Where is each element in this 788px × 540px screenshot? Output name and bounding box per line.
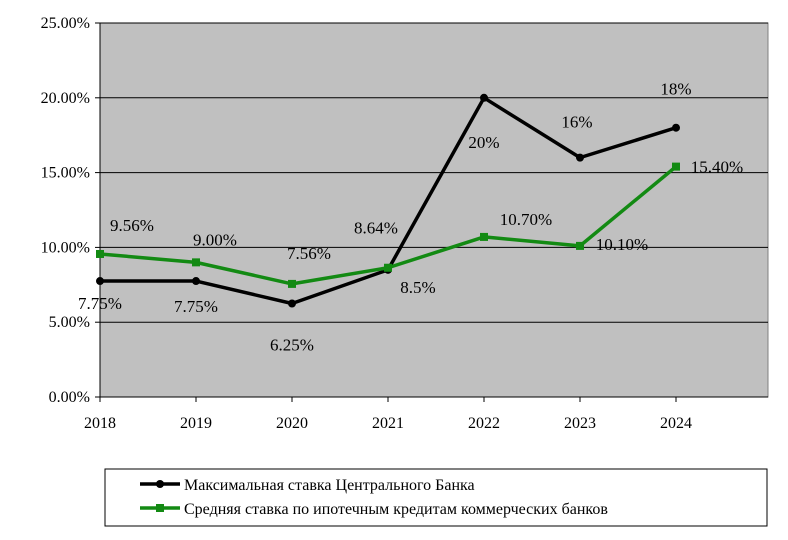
x-tick-label: 2021: [372, 415, 404, 432]
x-tick-label: 2023: [564, 415, 596, 432]
y-axis: 0.00% 5.00% 10.00% 15.00% 20.00% 25.00%: [41, 15, 101, 406]
mortgage-value-label: 7.56%: [287, 244, 331, 263]
central-bank-point: [288, 299, 296, 308]
legend: Максимальная ставка Центрального Банка С…: [104, 468, 768, 527]
central-bank-value-label: 6.25%: [270, 336, 314, 355]
legend-label-central-bank: Максимальная ставка Центрального Банка: [184, 477, 475, 494]
y-tick-label: 5.00%: [49, 314, 90, 331]
central-bank-point: [672, 123, 680, 132]
mortgage-point: [576, 241, 584, 250]
central-bank-value-label: 18%: [660, 80, 691, 99]
y-tick-label: 10.00%: [41, 239, 90, 256]
central-bank-value-label: 7.75%: [174, 297, 218, 316]
mortgage-value-label: 15.40%: [691, 158, 743, 177]
mortgage-value-label: 10.70%: [500, 210, 552, 229]
mortgage-point: [288, 279, 296, 288]
central-bank-value-label: 7.75%: [78, 294, 122, 313]
mortgage-point: [96, 249, 104, 258]
mortgage-value-label: 8.64%: [354, 219, 398, 238]
mortgage-value-label: 10.10%: [596, 235, 648, 254]
y-tick-label: 0.00%: [49, 389, 90, 406]
x-tick-label: 2024: [660, 415, 692, 432]
mortgage-point: [480, 232, 488, 241]
central-bank-point: [96, 277, 104, 286]
mortgage-value-label: 9.56%: [110, 216, 154, 235]
grid-lines: [100, 22, 768, 323]
mortgage-point: [384, 263, 392, 272]
y-tick-label: 15.00%: [41, 165, 90, 182]
central-bank-value-label: 8.5%: [400, 278, 435, 297]
central-bank-value-label: 16%: [561, 113, 592, 132]
x-tick-label: 2020: [276, 415, 308, 432]
central-bank-point: [480, 93, 488, 102]
central-bank-value-label: 20%: [468, 133, 499, 152]
legend-marker-mortgage: [156, 504, 164, 512]
central-bank-point: [192, 277, 200, 286]
data-labels: 7.75% 7.75% 6.25% 8.5% 20% 16% 18% 9.56% 9.00% 7.…: [78, 80, 743, 355]
central-bank-point: [576, 153, 584, 162]
legend-label-mortgage: Средняя ставка по ипотечным кредитам ком…: [184, 501, 608, 518]
series-layer: [96, 93, 680, 308]
mortgage-value-label: 9.00%: [193, 230, 237, 249]
legend-marker-central-bank: [156, 480, 164, 488]
x-tick-label: 2019: [180, 415, 212, 432]
y-tick-label: 20.00%: [41, 90, 90, 107]
plot-area: [99, 22, 769, 398]
mortgage-point: [192, 258, 200, 267]
x-tick-label: 2022: [468, 415, 500, 432]
y-tick-label: 25.00%: [41, 15, 90, 32]
legend-box: [104, 468, 768, 527]
x-axis: 2018 2019 2020 2021 2022 2023 2024: [84, 396, 768, 432]
mortgage-point: [672, 162, 680, 171]
x-tick-label: 2018: [84, 415, 116, 432]
